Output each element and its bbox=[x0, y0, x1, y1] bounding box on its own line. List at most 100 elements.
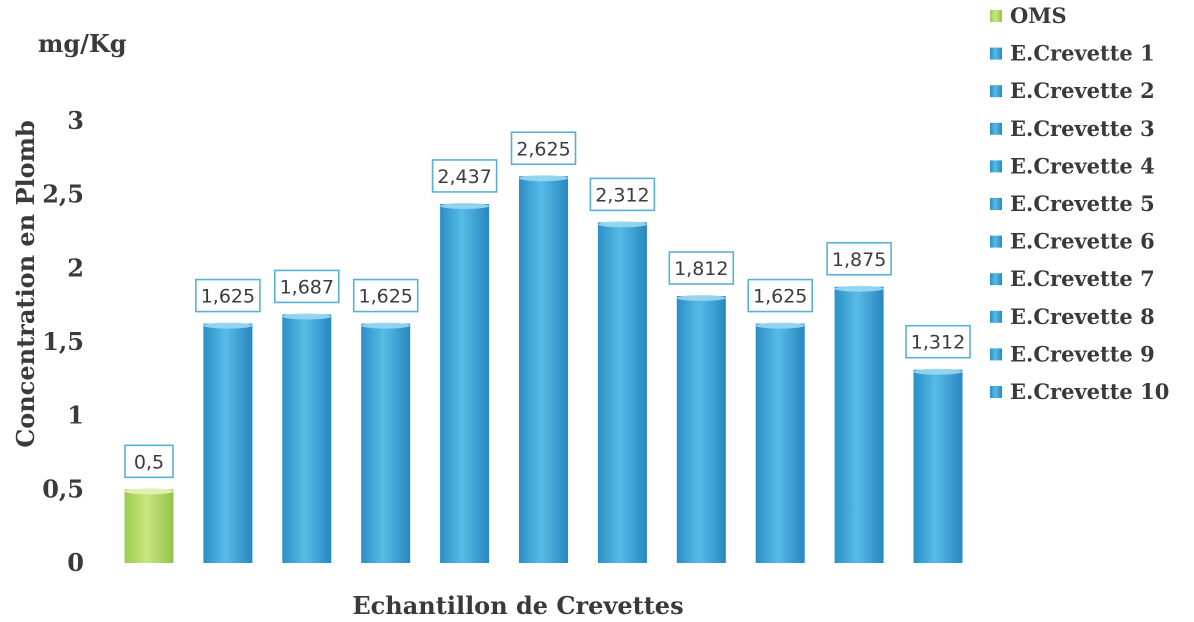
legend-label: E.Crevette 1 bbox=[1010, 41, 1155, 66]
data-label-text: 1,812 bbox=[674, 258, 728, 280]
data-label: 1,625 bbox=[195, 278, 261, 313]
data-label: 2,625 bbox=[510, 131, 577, 166]
legend-item: E.Crevette 3 bbox=[990, 116, 1155, 141]
data-label-text: 1,625 bbox=[753, 286, 807, 308]
bar-e-crevette-5 bbox=[519, 175, 568, 563]
data-label-box bbox=[352, 278, 419, 313]
legend-label: E.Crevette 6 bbox=[1010, 229, 1155, 254]
legend-swatch bbox=[990, 310, 1002, 323]
bar-e-crevette-7 bbox=[676, 295, 726, 563]
bar-top-cap bbox=[913, 368, 963, 375]
legend-item: E.Crevette 1 bbox=[990, 41, 1155, 66]
bar-oms bbox=[124, 488, 174, 563]
data-label-box bbox=[826, 241, 892, 276]
bar-e-crevette-4 bbox=[440, 202, 490, 563]
legend-item: E.Crevette 8 bbox=[990, 304, 1155, 329]
y-tick-label: 2,5 bbox=[42, 180, 84, 209]
legend-label: E.Crevette 3 bbox=[1010, 116, 1155, 141]
legend-swatch bbox=[990, 10, 1002, 22]
bar-top-cap bbox=[597, 221, 647, 228]
data-label: 1,312 bbox=[905, 324, 971, 359]
data-label-text: 1,875 bbox=[832, 249, 886, 271]
data-label-box bbox=[273, 269, 340, 304]
data-label: 2,312 bbox=[589, 177, 656, 212]
bar-e-crevette-6 bbox=[597, 221, 647, 563]
data-label-box bbox=[905, 324, 971, 359]
bar-body bbox=[203, 323, 253, 563]
data-label: 1,687 bbox=[273, 269, 340, 304]
bars bbox=[124, 175, 963, 563]
y-tick-label: 2 bbox=[67, 253, 84, 282]
bar-top-cap bbox=[834, 285, 884, 292]
legend-swatch bbox=[990, 235, 1002, 248]
y-tick-label: 3 bbox=[67, 106, 84, 135]
y-axis-title: Concentration en Plomb bbox=[11, 120, 40, 448]
data-label-text: 2,625 bbox=[516, 138, 570, 160]
data-label: 1,875 bbox=[826, 241, 892, 276]
legend-item: E.Crevette 9 bbox=[990, 341, 1155, 366]
legend-label: E.Crevette 5 bbox=[1010, 191, 1155, 216]
legend-swatch bbox=[990, 160, 1002, 173]
data-labels: 0,5 1,625 1,687 1,625 2,437 2,625 2,312 1,812 1,… bbox=[124, 131, 971, 479]
bar-e-crevette-10 bbox=[913, 368, 963, 563]
legend: OMS E.Crevette 1 E.Crevette 2 E.Crevette 3 E… bbox=[990, 3, 1169, 404]
legend-item: E.Crevette 2 bbox=[990, 78, 1155, 103]
legend-label: E.Crevette 2 bbox=[1010, 78, 1155, 103]
bar-body bbox=[282, 314, 332, 563]
data-label-text: 2,437 bbox=[437, 166, 491, 188]
bar-top-cap bbox=[519, 175, 568, 182]
y-tick-label: 0 bbox=[67, 548, 84, 577]
data-label-box bbox=[747, 278, 814, 313]
bar-e-crevette-2 bbox=[282, 313, 332, 563]
legend-item: E.Crevette 5 bbox=[990, 191, 1155, 216]
data-label-text: 1,625 bbox=[358, 286, 412, 308]
bar-body bbox=[597, 222, 647, 563]
data-label-box bbox=[510, 131, 577, 166]
bar-body bbox=[755, 323, 805, 563]
bar-e-crevette-1 bbox=[203, 322, 253, 563]
bar-body bbox=[913, 369, 963, 563]
bar-e-crevette-8 bbox=[755, 322, 805, 563]
legend-swatch bbox=[990, 47, 1002, 60]
data-label-text: 1,687 bbox=[280, 276, 334, 298]
legend-label: E.Crevette 7 bbox=[1010, 266, 1155, 291]
data-label-text: 0,5 bbox=[134, 451, 164, 473]
data-label-box bbox=[195, 278, 261, 313]
legend-label: E.Crevette 10 bbox=[1010, 379, 1169, 404]
legend-swatch bbox=[990, 348, 1002, 361]
legend-label: E.Crevette 8 bbox=[1010, 304, 1155, 329]
data-label: 1,625 bbox=[747, 278, 814, 313]
bar-top-cap bbox=[203, 322, 253, 329]
legend-item: OMS bbox=[990, 3, 1067, 28]
y-tick-label: 1 bbox=[67, 401, 84, 430]
data-label: 1,625 bbox=[352, 278, 419, 313]
y-tick-label: 1,5 bbox=[42, 327, 84, 356]
bar-body bbox=[361, 323, 411, 563]
bar-body bbox=[519, 176, 568, 563]
data-label: 1,812 bbox=[668, 251, 735, 285]
unit-label: mg/Kg bbox=[38, 29, 127, 58]
bar-body bbox=[124, 489, 174, 563]
y-tick-label: 0,5 bbox=[42, 474, 84, 503]
data-label: 2,437 bbox=[431, 159, 498, 193]
legend-swatch bbox=[990, 273, 1002, 286]
data-label: 0,5 bbox=[124, 444, 174, 479]
legend-swatch bbox=[990, 386, 1002, 398]
legend-label: OMS bbox=[1010, 3, 1067, 28]
data-label-box bbox=[124, 444, 174, 479]
bar-top-cap bbox=[124, 488, 174, 495]
legend-item: E.Crevette 7 bbox=[990, 266, 1155, 291]
bar-body bbox=[440, 203, 490, 563]
x-axis-title: Echantillon de Crevettes bbox=[352, 591, 683, 620]
legend-swatch bbox=[990, 198, 1002, 210]
y-axis-ticks: 0 0,5 1 1,5 2 2,5 3 bbox=[42, 106, 84, 577]
legend-item: E.Crevette 10 bbox=[990, 379, 1169, 404]
legend-label: E.Crevette 9 bbox=[1010, 341, 1155, 366]
bar-e-crevette-3 bbox=[361, 322, 411, 563]
data-label-box bbox=[668, 251, 735, 285]
legend-item: E.Crevette 4 bbox=[990, 153, 1155, 178]
data-label-text: 2,312 bbox=[595, 184, 649, 206]
data-label-text: 1,625 bbox=[201, 286, 255, 308]
bar-body bbox=[834, 286, 884, 563]
